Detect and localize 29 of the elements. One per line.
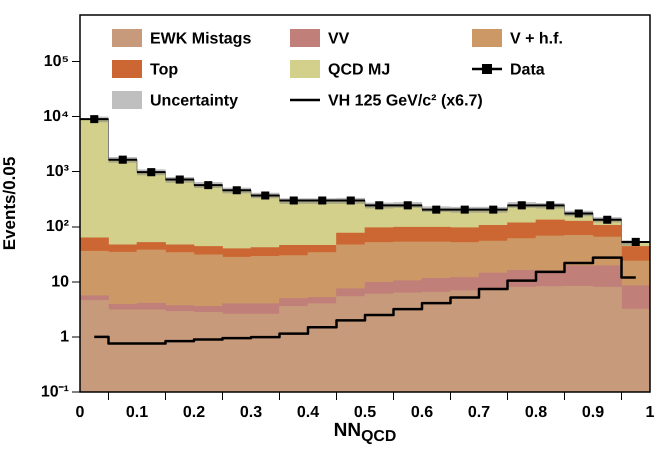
y-tick-label: 10⁴ bbox=[43, 108, 70, 126]
y-tick-label: 1 bbox=[60, 328, 70, 346]
x-tick-label: 0.7 bbox=[468, 404, 490, 422]
x-tick-label: 0 bbox=[76, 404, 85, 422]
y-tick-label: 10 bbox=[51, 273, 70, 290]
legend-label: VV bbox=[328, 30, 350, 48]
x-tick-label: 0.9 bbox=[582, 404, 604, 422]
y-tick-label: 10² bbox=[46, 218, 69, 236]
legend-label: Top bbox=[150, 61, 178, 78]
legend-label: Uncertainty bbox=[150, 92, 238, 110]
legend-label: V + h.f. bbox=[510, 30, 563, 48]
y-tick-label: 10⁵ bbox=[44, 52, 69, 70]
x-axis-title: NN$_{QCD}$ bbox=[332, 420, 398, 446]
x-tick-label: 0.1 bbox=[126, 404, 148, 422]
x-tick-label: 0.3 bbox=[240, 404, 262, 422]
y-tick-label: 10³ bbox=[46, 163, 69, 180]
y-tick-label: 10⁻¹ bbox=[40, 383, 69, 400]
x-tick-label: 0.2 bbox=[182, 404, 206, 422]
legend-label: VH 125 GeV/c² (x6.7) bbox=[328, 92, 483, 110]
x-tick-label: 0.5 bbox=[354, 404, 376, 422]
legend-label: QCD MJ bbox=[328, 61, 390, 78]
x-tick-label: 0.6 bbox=[410, 404, 434, 422]
legend-label: Data bbox=[510, 61, 545, 78]
legend-label: EWK Mistags bbox=[150, 30, 252, 48]
y-axis-title: Events/0.05 bbox=[0, 156, 19, 250]
bar bbox=[621, 246, 650, 262]
x-tick-label: 0.8 bbox=[524, 404, 548, 422]
x-tick-label: 1 bbox=[646, 404, 655, 422]
x-tick-label: 0.4 bbox=[296, 404, 320, 422]
